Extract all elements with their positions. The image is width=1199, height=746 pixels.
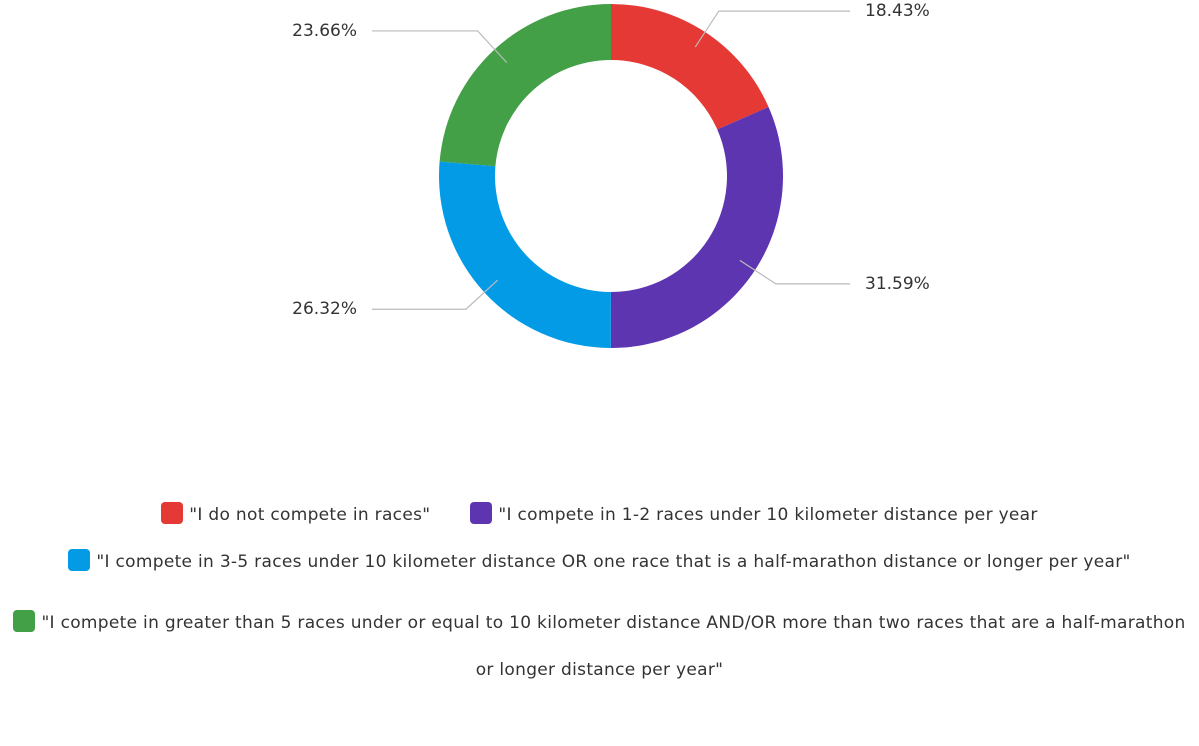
leader-line: [739, 259, 850, 285]
data-label: 18.43%: [865, 1, 930, 21]
donut-segment: [439, 161, 611, 348]
leader-line: [372, 279, 498, 310]
legend-label: "I compete in 3-5 races under 10 kilomet…: [96, 552, 1131, 572]
legend-label: "I do not compete in races": [189, 505, 431, 525]
chart: 18.43% 31.59% 26.32% 23.66%: [292, 1, 930, 348]
legend-item: "I compete in 3-5 races under 10 kilomet…: [7, 539, 1192, 600]
leader-line: [372, 30, 508, 64]
legend-swatch: [470, 502, 493, 524]
leader-line: [694, 10, 850, 48]
legend-swatch: [161, 502, 184, 524]
legend-item: "I compete in greater than 5 races under…: [7, 600, 1192, 708]
data-label: 26.32%: [292, 299, 357, 319]
legend-label: "I compete in 1-2 races under 10 kilomet…: [498, 505, 1038, 525]
data-label: 31.59%: [865, 274, 930, 294]
donut-segment: [611, 4, 769, 130]
legend: "I do not compete in races" "I compete in…: [0, 492, 1199, 708]
donut-segment: [610, 106, 783, 348]
donut-segment: [439, 4, 611, 167]
legend-swatch: [68, 549, 91, 571]
data-label: 23.66%: [292, 21, 357, 41]
legend-label: "I compete in greater than 5 races under…: [41, 613, 1186, 680]
legend-swatch: [13, 610, 36, 632]
legend-item: "I do not compete in races": [161, 492, 430, 539]
legend-item: "I compete in 1-2 races under 10 kilomet…: [470, 492, 1037, 539]
